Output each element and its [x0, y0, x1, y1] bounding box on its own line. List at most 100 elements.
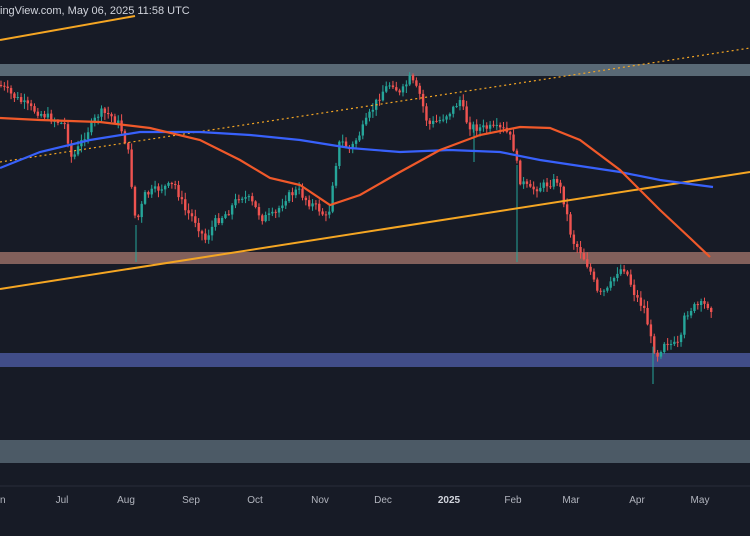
- candle-body: [371, 109, 375, 112]
- candle-body: [616, 273, 619, 278]
- candle-body: [368, 111, 371, 118]
- x-tick-label: 2025: [438, 495, 461, 506]
- candle-body: [73, 154, 76, 157]
- sma-100-line: [0, 116, 711, 258]
- candle-body: [281, 205, 284, 209]
- candle-body: [559, 182, 562, 187]
- candle-body: [622, 269, 626, 272]
- candle-body: [703, 301, 706, 304]
- candle-body: [643, 305, 646, 308]
- candle-body: [13, 93, 16, 98]
- candle-body: [83, 139, 86, 141]
- candle-body: [669, 344, 673, 346]
- candle-body: [33, 106, 36, 112]
- candle-body: [19, 97, 23, 103]
- candle-body: [361, 124, 364, 136]
- dotted-trendline: [0, 47, 750, 163]
- x-tick-label: Feb: [504, 495, 522, 506]
- candle-body: [378, 99, 381, 101]
- candle-body: [512, 134, 515, 151]
- candle-body: [472, 124, 475, 130]
- candle-body: [415, 80, 418, 86]
- candle-body: [170, 182, 174, 185]
- candle-body: [391, 85, 395, 88]
- candle-body: [636, 295, 639, 298]
- candle-body: [401, 86, 405, 93]
- candle-body: [632, 284, 636, 296]
- candle-body: [425, 106, 428, 121]
- candle-body: [686, 315, 689, 317]
- candle-body: [498, 124, 502, 128]
- candle-body: [706, 303, 710, 308]
- candle-body: [696, 304, 699, 306]
- candle-body: [251, 196, 254, 202]
- candle-body: [254, 201, 257, 208]
- candle-body: [267, 213, 271, 215]
- x-tick-label: Nov: [311, 495, 329, 506]
- candle-body: [596, 279, 599, 291]
- candle-body: [693, 304, 696, 312]
- candle-body: [565, 204, 569, 215]
- candle-body: [127, 143, 130, 150]
- candle-body: [311, 203, 314, 207]
- candle-body: [492, 124, 495, 126]
- candle-body: [90, 121, 93, 133]
- candle-body: [143, 192, 147, 204]
- candle-body: [63, 122, 66, 125]
- sma-200-line: [0, 130, 714, 189]
- candle-body: [656, 352, 659, 357]
- candle-body: [217, 218, 220, 224]
- candle-body: [153, 186, 157, 189]
- candle-body: [606, 287, 609, 291]
- candle-body: [545, 182, 549, 187]
- candle-body: [284, 201, 287, 206]
- candle-body: [133, 186, 137, 216]
- chart-header: ingView.com, May 06, 2025 11:58 UTC: [0, 5, 190, 17]
- candle-body: [475, 124, 478, 131]
- candle-body: [123, 131, 127, 144]
- candle-body: [241, 198, 244, 200]
- x-tick-label: n: [0, 495, 6, 506]
- candle-body: [167, 182, 170, 186]
- candle-body: [207, 235, 210, 240]
- candle-body: [653, 336, 656, 353]
- candle-body: [220, 217, 224, 224]
- candle-body: [314, 203, 318, 205]
- candle-body: [40, 113, 43, 116]
- candle-body: [261, 215, 264, 222]
- lines-layer: [0, 15, 750, 290]
- candle-body: [465, 106, 468, 123]
- candle-body: [689, 311, 693, 316]
- candle-body: [46, 113, 50, 118]
- x-tick-label: Mar: [562, 495, 580, 506]
- x-tick-label: Sep: [182, 495, 200, 506]
- candle-body: [495, 124, 498, 126]
- candle-body: [488, 124, 492, 129]
- candle-body: [93, 117, 96, 122]
- candle-body: [110, 114, 113, 117]
- candle-body: [710, 307, 713, 312]
- candle-body: [535, 189, 539, 192]
- candle-body: [163, 185, 167, 190]
- candle-body: [277, 208, 281, 213]
- candle-body: [609, 281, 612, 288]
- candle-body: [247, 196, 251, 198]
- candle-body: [435, 120, 438, 122]
- candle-body: [137, 215, 140, 218]
- candle-body: [194, 216, 197, 223]
- candle-body: [120, 120, 123, 132]
- candle-body: [140, 203, 143, 218]
- candle-body: [458, 100, 462, 107]
- candle-body: [244, 197, 247, 199]
- candle-body: [599, 290, 602, 292]
- x-tick-label: Dec: [374, 495, 392, 506]
- candle-body: [147, 192, 150, 195]
- candle-body: [428, 120, 431, 124]
- candle-body: [130, 149, 133, 187]
- candle-body: [549, 186, 552, 188]
- candles-layer: [0, 72, 713, 384]
- candle-body: [381, 91, 385, 101]
- candle-body: [56, 120, 60, 123]
- candle-body: [180, 197, 184, 200]
